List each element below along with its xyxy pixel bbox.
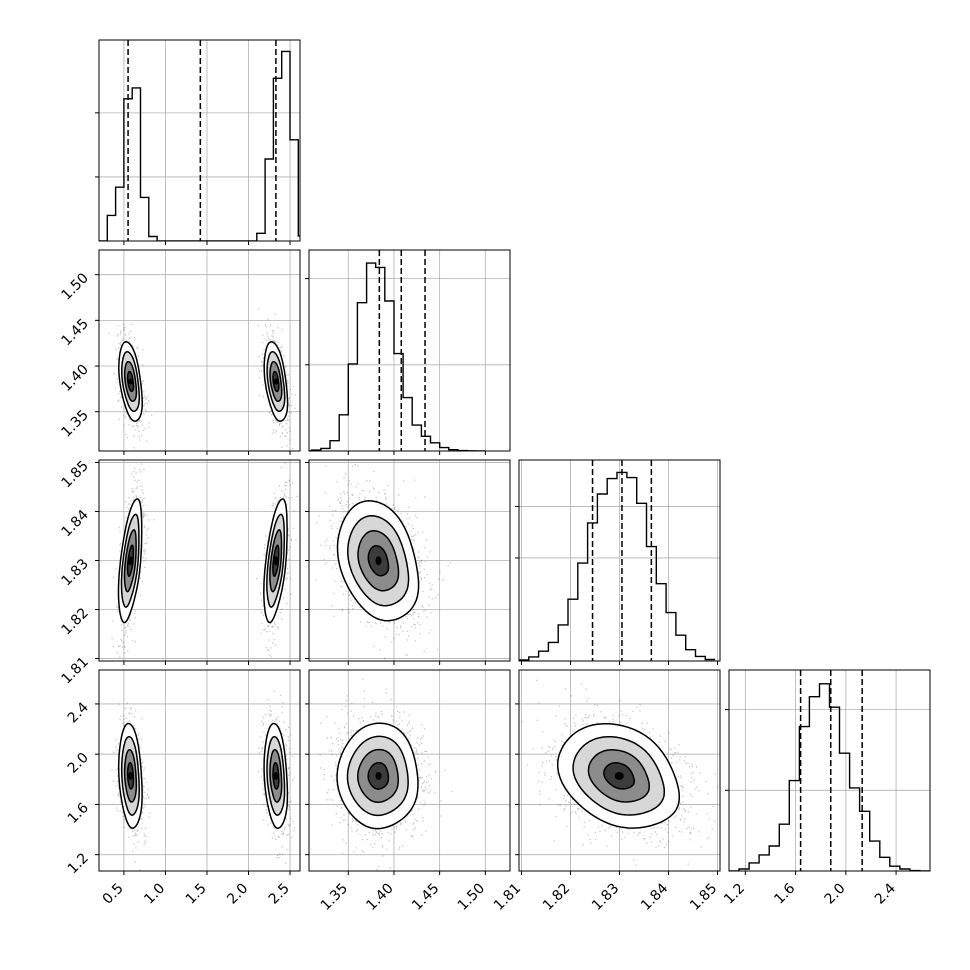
density-contour <box>263 722 289 829</box>
panel-frame <box>98 669 301 872</box>
density-peak <box>273 556 279 566</box>
histogram-panel-0 <box>95 39 301 245</box>
scatter-panel-3-0: 0.5 1.0 1.5 2.0 2.51.21.62.02.4 <box>65 669 301 908</box>
density-contour <box>367 545 390 577</box>
density-contour <box>117 722 143 829</box>
scatter-panel-3-2: 1.81 1.82 1.83 1.84 1.85 <box>491 669 721 914</box>
density-contour <box>357 748 399 803</box>
density-contour <box>556 722 681 829</box>
density-contour <box>263 498 288 624</box>
histogram-panel-2 <box>515 459 721 665</box>
scatter-panel-2-1 <box>305 459 511 665</box>
density-contour <box>272 544 280 577</box>
panel-plot-area <box>99 460 300 661</box>
density-contour <box>266 513 286 608</box>
density-contour <box>121 350 141 412</box>
density-contour <box>346 735 409 817</box>
corner-panels: 1.2 1.6 2.0 2.4 1.351.401.451.501.811.821.83… <box>58 39 931 914</box>
density-peak <box>128 378 134 385</box>
density-contour <box>123 529 137 593</box>
density-contour <box>572 736 666 816</box>
density-contour <box>336 500 420 622</box>
density-peak <box>273 771 279 780</box>
density-contour <box>123 360 138 403</box>
histogram-step-line <box>519 471 716 661</box>
density-contour <box>603 762 636 790</box>
histogram-frame <box>98 39 301 242</box>
histogram-frame <box>308 249 511 452</box>
density-contour <box>357 530 400 592</box>
density-contour <box>269 360 283 403</box>
panel-plot-area <box>309 460 510 661</box>
density-contour <box>336 722 419 830</box>
density-contour <box>587 749 651 803</box>
scatter-points <box>319 678 453 870</box>
histogram-step-line <box>729 683 930 871</box>
density-contour <box>120 735 140 816</box>
density-contour <box>347 515 410 607</box>
density-peak <box>375 771 382 780</box>
density-peak <box>273 378 279 385</box>
density-contour <box>263 341 289 422</box>
density-contour <box>120 513 140 608</box>
panel-plot-area <box>519 670 720 871</box>
density-peak <box>375 556 382 566</box>
density-contour <box>266 350 286 412</box>
density-peak <box>128 556 134 566</box>
histogram-step-line <box>309 262 486 451</box>
panel-plot-area <box>99 250 300 451</box>
density-contour <box>269 749 283 803</box>
density-contour <box>126 370 135 393</box>
density-contour <box>269 529 283 593</box>
density-peak <box>614 771 624 780</box>
panel-frame <box>98 249 301 452</box>
density-contour <box>123 749 138 803</box>
panel-plot-area <box>99 670 300 871</box>
density-contour <box>126 762 135 790</box>
density-contour <box>367 761 390 790</box>
histogram-frame-bg <box>99 40 300 241</box>
density-contour <box>266 735 286 816</box>
histogram-frame <box>728 669 931 872</box>
histogram-panel-1 <box>305 249 511 455</box>
scatter-panel-3-1: 1.35 1.40 1.45 1.50 <box>305 669 511 914</box>
histogram-panel-3: 1.2 1.6 2.0 2.4 <box>721 669 931 908</box>
density-contour <box>118 341 143 422</box>
density-peak <box>128 771 134 780</box>
density-contour <box>272 762 280 790</box>
panel-frame <box>308 669 511 872</box>
density-contour <box>117 498 143 624</box>
histogram-frame-bg <box>309 250 510 451</box>
density-contour <box>272 370 280 393</box>
panel-plot-area <box>309 670 510 871</box>
